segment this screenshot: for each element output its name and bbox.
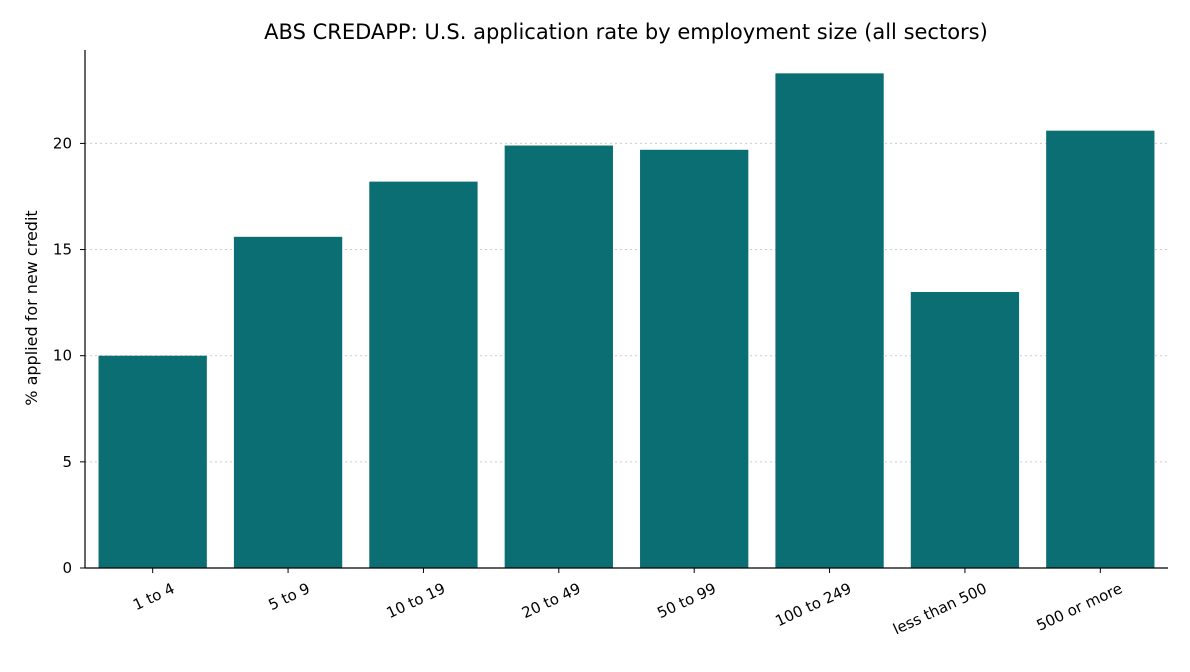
bar bbox=[504, 145, 613, 569]
bar bbox=[233, 236, 343, 568]
x-tick-label: 500 or more bbox=[1034, 579, 1125, 634]
y-tick-label: 5 bbox=[62, 453, 72, 471]
x-tick-label: less than 500 bbox=[890, 579, 989, 638]
x-tick-label: 1 to 4 bbox=[130, 579, 177, 614]
bar bbox=[910, 292, 1020, 568]
bar-layer bbox=[98, 73, 1155, 569]
x-axis: 1 to 4 5 to 9 10 to 19 20 to 49 50 to 99 100 … bbox=[85, 567, 1168, 638]
x-tick-label: 100 to 249 bbox=[772, 579, 854, 630]
bar bbox=[369, 181, 478, 568]
y-axis: 0 5 10 15 20 bbox=[53, 50, 86, 577]
x-tick-label: 50 to 99 bbox=[654, 579, 719, 622]
y-tick-label: 0 bbox=[62, 559, 72, 577]
y-tick-label: 10 bbox=[53, 347, 72, 365]
y-axis-title: % applied for new credit bbox=[22, 210, 41, 405]
y-tick-label: 15 bbox=[53, 241, 72, 259]
x-tick-label: 20 to 49 bbox=[519, 579, 584, 622]
bar bbox=[1046, 130, 1155, 569]
bar bbox=[640, 149, 749, 568]
chart-title: ABS CREDAPP: U.S. application rate by em… bbox=[264, 20, 988, 44]
bar bbox=[775, 73, 884, 568]
x-tick-label: 10 to 19 bbox=[384, 579, 449, 622]
bar bbox=[98, 355, 207, 568]
y-tick-label: 20 bbox=[53, 134, 72, 152]
x-tick-label: 5 to 9 bbox=[266, 579, 313, 614]
